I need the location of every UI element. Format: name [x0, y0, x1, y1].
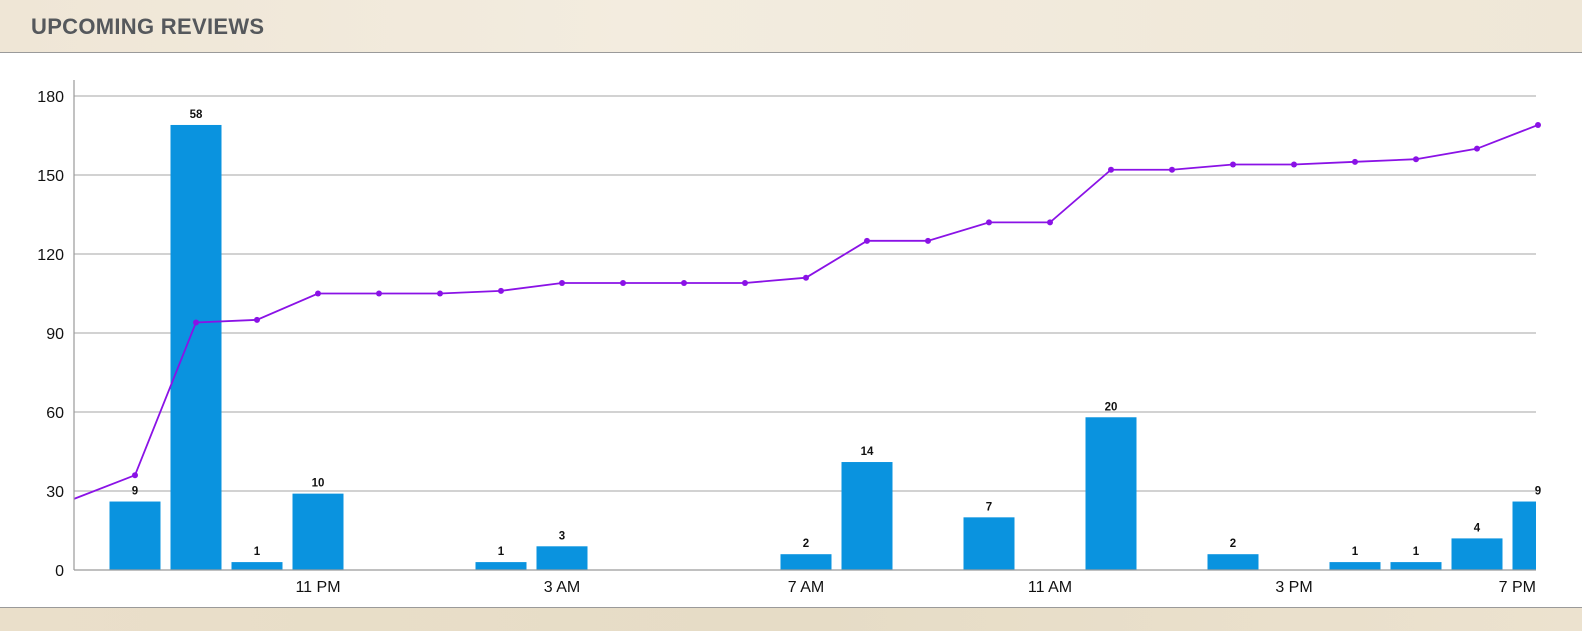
footer-background	[0, 608, 1582, 631]
line-point	[559, 279, 565, 286]
line-point	[803, 274, 809, 281]
line-point	[254, 316, 260, 323]
bar	[1207, 554, 1259, 570]
bar-data-label: 10	[312, 478, 325, 490]
line-point	[498, 287, 504, 294]
line-point	[376, 290, 382, 297]
bar-data-label: 58	[190, 109, 203, 121]
page-title: UPCOMING REVIEWS	[31, 14, 265, 39]
line-point	[1230, 161, 1236, 168]
bar	[841, 462, 893, 570]
bar-data-label: 2	[803, 538, 809, 550]
y-tick-label: 60	[46, 405, 64, 422]
bar	[1451, 538, 1503, 570]
bar	[1390, 562, 1442, 570]
y-tick-label: 120	[37, 247, 64, 264]
chart-panel	[0, 53, 1582, 608]
x-tick-label: 11 AM	[1028, 579, 1072, 596]
bar-data-label: 1	[1352, 546, 1359, 558]
line-point	[1169, 166, 1175, 173]
line-point	[681, 279, 687, 286]
line-point	[315, 290, 321, 297]
x-tick-label: 3 AM	[544, 579, 580, 596]
bar-data-label: 9	[132, 486, 138, 498]
bar	[1085, 417, 1137, 570]
line-point	[1474, 145, 1480, 152]
line-point	[1535, 121, 1541, 128]
line-point	[742, 279, 748, 286]
bar-data-label: 1	[498, 546, 505, 558]
cumulative-line	[73, 124, 1539, 500]
line-point	[1108, 166, 1114, 173]
bar-data-label: 1	[254, 546, 261, 558]
line-point	[986, 219, 992, 226]
line-point	[1413, 156, 1419, 163]
bar	[536, 546, 588, 570]
line-point	[1047, 219, 1053, 226]
bar-data-label: 9	[1535, 486, 1541, 498]
y-tick-label: 180	[37, 89, 64, 106]
line-point	[193, 319, 199, 326]
line-point	[1291, 161, 1297, 168]
bar-data-label: 3	[559, 530, 565, 542]
bar	[963, 517, 1015, 570]
bar	[1329, 562, 1381, 570]
bar	[231, 562, 283, 570]
x-tick-label: 3 PM	[1275, 579, 1312, 596]
line-point	[437, 290, 443, 297]
header-bar: UPCOMING REVIEWS	[0, 0, 1582, 53]
y-tick-label: 150	[37, 168, 64, 185]
x-tick-label: 7 AM	[788, 579, 824, 596]
bar-data-label: 2	[1230, 538, 1236, 550]
bar	[1512, 501, 1536, 570]
bar	[475, 562, 527, 570]
bar	[109, 501, 161, 570]
bar-data-label: 4	[1474, 522, 1481, 534]
x-tick-label: 11 PM	[295, 579, 340, 596]
bar	[780, 554, 832, 570]
line-point	[132, 472, 138, 479]
x-tick-label: 7 PM	[1499, 579, 1536, 596]
bar-data-label: 1	[1413, 546, 1420, 558]
line-point	[620, 279, 626, 286]
y-tick-label: 30	[46, 484, 64, 501]
y-tick-label: 0	[55, 563, 64, 580]
line-point	[1352, 158, 1358, 165]
bar-data-label: 7	[986, 501, 992, 513]
bar-data-label: 20	[1105, 401, 1118, 413]
bar-data-label: 14	[861, 446, 874, 458]
y-tick-label: 90	[46, 326, 64, 343]
line-point	[864, 237, 870, 244]
bar	[170, 124, 222, 570]
bar	[292, 493, 344, 570]
line-point	[925, 237, 931, 244]
